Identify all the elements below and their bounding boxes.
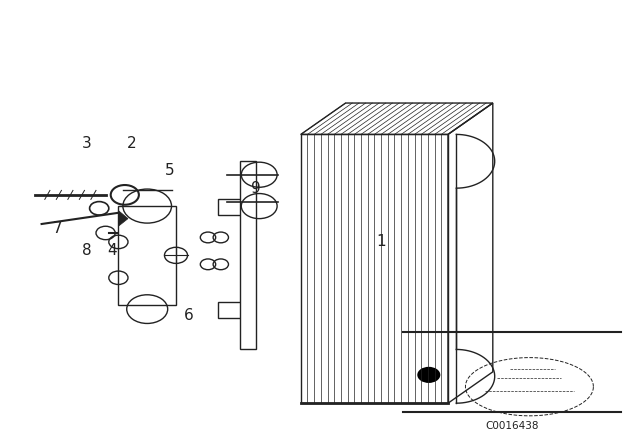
Polygon shape [118,211,128,226]
Circle shape [417,367,440,383]
Text: 1: 1 [376,234,386,250]
Text: 2: 2 [126,136,136,151]
Text: 7: 7 [52,221,63,236]
Text: C0016438: C0016438 [485,421,539,431]
Text: 3: 3 [81,136,92,151]
Text: 5: 5 [164,163,175,178]
Text: 9: 9 [251,181,261,196]
Text: 4: 4 [107,243,117,258]
Text: 6: 6 [184,308,194,323]
Text: 8: 8 [81,243,92,258]
